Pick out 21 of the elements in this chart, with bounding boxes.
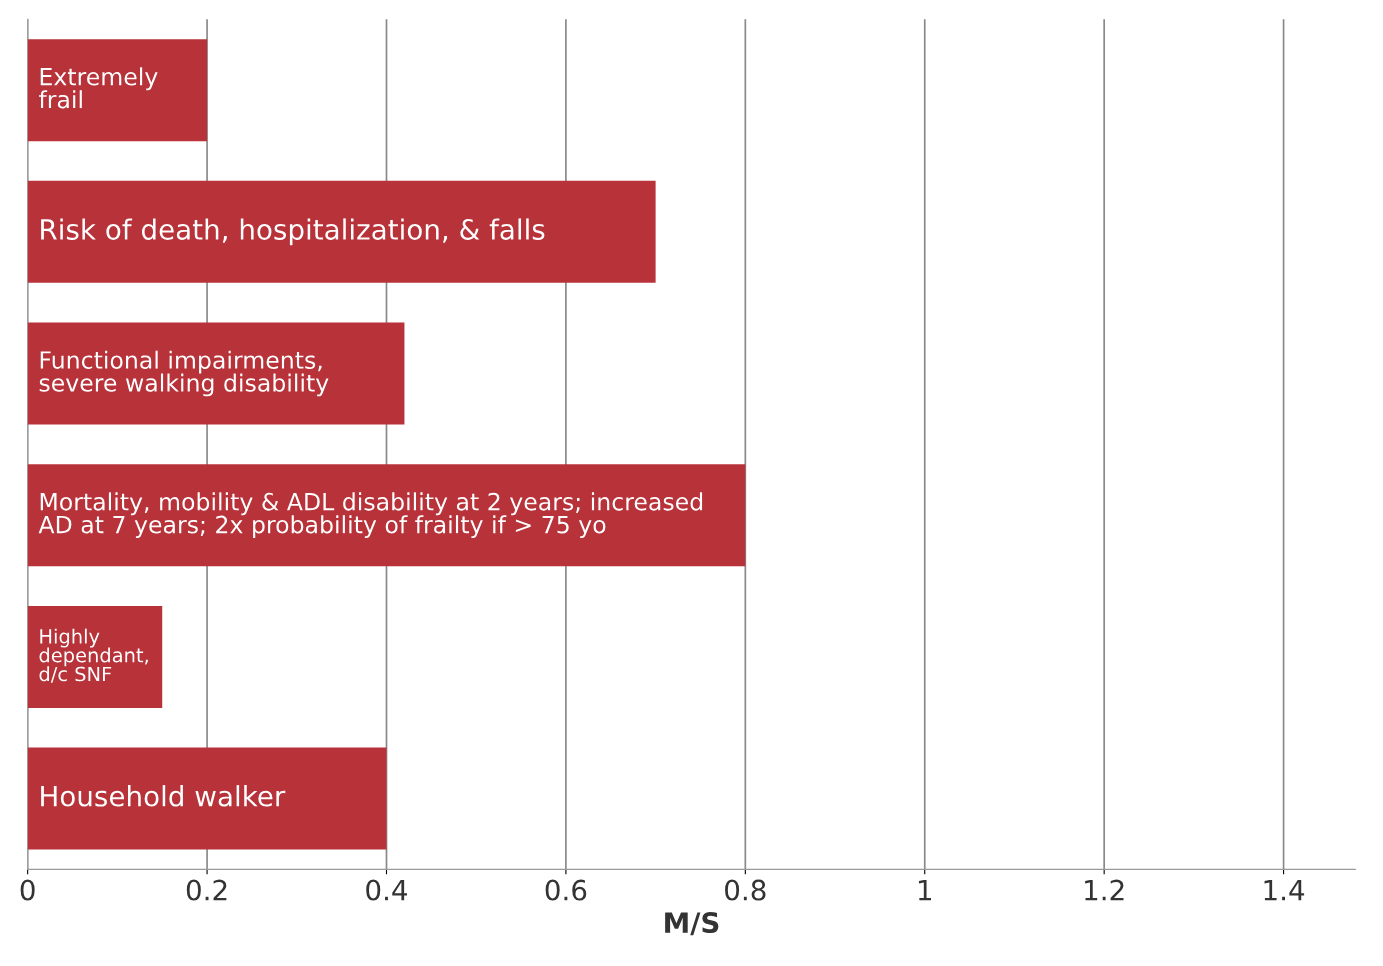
y-tick-label: Extremely frail xyxy=(38,67,158,109)
y-tick-label: Mortality, mobility & ADL disability at 2 years; increased AD at 7 years; 2x probability of frailty if > 75 yo xyxy=(38,492,703,539)
bar xyxy=(27,39,208,142)
x-tick-label: 0.4 xyxy=(366,879,408,901)
y-tick-label: Risk of death, hospitalization, & falls xyxy=(41,218,545,246)
bar xyxy=(27,605,163,708)
y-tick-label: Household walker xyxy=(41,785,286,807)
y-tick-label: Highly dependant, d/c SNF xyxy=(39,628,148,683)
bar xyxy=(27,322,405,425)
x-tick-label: 0.8 xyxy=(725,879,766,901)
x-tick-label: 1.2 xyxy=(1085,879,1124,901)
x-axis-title: M/S xyxy=(665,912,719,936)
x-tick-label: 0.6 xyxy=(545,879,587,901)
x-tick-label: 0.2 xyxy=(186,879,227,901)
bar xyxy=(27,464,746,567)
bar xyxy=(27,180,656,283)
x-tick-label: 1.4 xyxy=(1264,879,1305,901)
bar xyxy=(27,747,387,850)
y-tick-label: Functional impairments, severe walking disability xyxy=(39,350,329,397)
x-tick-label: 0 xyxy=(20,879,35,901)
x-tick-label: 1 xyxy=(918,879,932,901)
